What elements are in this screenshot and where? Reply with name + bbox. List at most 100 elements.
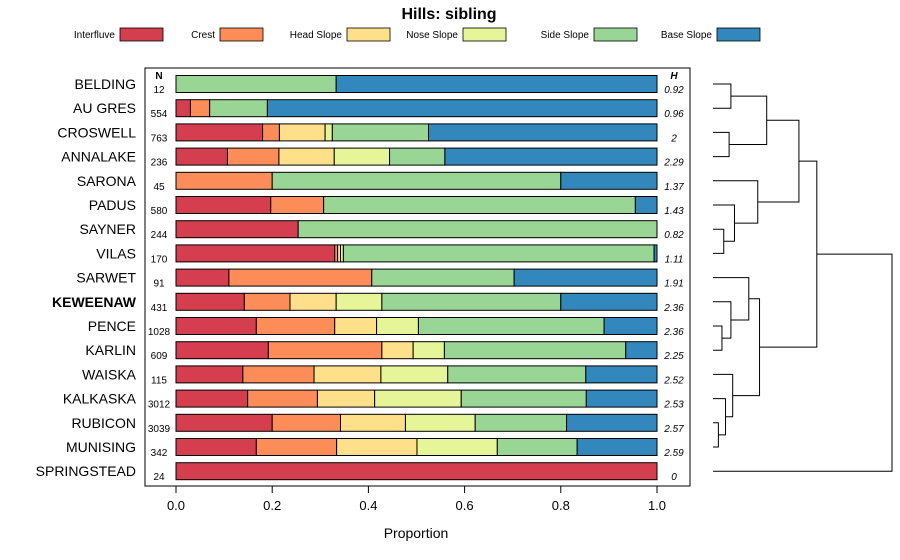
row-label-vilas: VILAS [96, 245, 136, 261]
x-tick-label: 0.8 [552, 498, 570, 513]
bar-kalkaska-base-slope [585, 389, 658, 408]
bar-sarwet-crest [228, 268, 373, 287]
dendrogram-link [759, 160, 818, 348]
bar-pence-head-slope [334, 317, 378, 335]
row-label-kalkaska: KALKASKA [63, 391, 137, 407]
row-label-au-gres: AU GRES [73, 100, 136, 116]
dendrogram-link [713, 180, 759, 224]
n-label-sarwet: 91 [153, 279, 165, 290]
n-label-croswell: 763 [151, 133, 168, 144]
h-label-pence: 2.36 [663, 327, 684, 338]
bar-waiska-crest [242, 365, 315, 384]
bar-rubicon-head-slope [340, 413, 406, 432]
dendrogram-link [713, 253, 893, 472]
bar-croswell-nose-slope [324, 123, 333, 142]
bar-karlin-nose-slope [412, 341, 445, 360]
bar-munising-nose-slope [416, 438, 498, 456]
bar-rubicon-side-slope [474, 413, 568, 432]
bar-kalkaska-side-slope [460, 389, 587, 408]
bar-keweenaw-side-slope [381, 292, 562, 311]
bar-kalkaska-interfluve [175, 389, 249, 408]
bar-rubicon-crest [271, 413, 342, 432]
legend-label-side-slope: Side Slope [541, 30, 590, 41]
dendrogram-link [713, 373, 734, 418]
bar-croswell-base-slope [428, 123, 658, 142]
bar-waiska-nose-slope [380, 365, 449, 384]
dendrogram-link [757, 119, 800, 203]
bar-pence-crest [255, 317, 336, 335]
n-label-sarona: 45 [153, 182, 165, 193]
row-label-pence: PENCE [88, 318, 136, 334]
x-tick-label: 0.2 [263, 498, 281, 513]
row-label-keweenaw: KEWEENAW [52, 294, 137, 310]
bar-annalake-nose-slope [333, 147, 391, 166]
bar-karlin-base-slope [625, 341, 658, 360]
bar-munising-crest [255, 438, 338, 456]
n-label-belding: 12 [153, 85, 165, 96]
legend-swatch-head-slope [346, 27, 391, 42]
bar-kalkaska-crest [247, 389, 318, 408]
h-label-keweenaw: 2.36 [663, 303, 684, 314]
bar-springstead-interfluve [175, 462, 658, 481]
h-label-waiska: 2.52 [663, 375, 684, 386]
x-axis: 0.0 0.2 0.4 0.6 0.8 1.0 [167, 486, 666, 513]
bar-croswell-interfluve [175, 123, 264, 142]
n-label-au-gres: 554 [151, 109, 168, 120]
h-label-sayner: 0.82 [664, 230, 684, 241]
bar-karlin-side-slope [443, 341, 627, 360]
n-labels: 12 554 763 236 45 580 244 170 91 431 1028 609 115 301… [148, 85, 171, 483]
n-column-header: N [155, 71, 162, 82]
h-label-padus: 1.43 [664, 206, 684, 217]
bar-annalake-interfluve [175, 147, 228, 166]
bar-sarona-base-slope [560, 171, 658, 190]
dendrogram-link [713, 422, 719, 448]
bar-pence-base-slope [603, 317, 658, 335]
h-label-annalake: 2.29 [663, 158, 684, 169]
h-label-sarona: 1.37 [664, 182, 684, 193]
bar-pence-interfluve [175, 317, 257, 335]
legend-label-crest: Crest [191, 30, 215, 41]
bar-padus-side-slope [323, 196, 636, 214]
bar-munising-side-slope [496, 438, 578, 456]
bar-keweenaw-interfluve [175, 292, 245, 311]
legend-swatch-crest [219, 27, 264, 42]
bar-kalkaska-head-slope [316, 389, 376, 408]
h-label-croswell: 2 [670, 133, 677, 144]
bar-croswell-crest [262, 123, 280, 142]
bar-annalake-side-slope [389, 147, 446, 166]
x-axis-title: Proportion [384, 525, 449, 541]
h-label-belding: 0.92 [664, 85, 684, 96]
bar-keweenaw-crest [243, 292, 291, 311]
bar-sarona-side-slope [271, 171, 562, 190]
dendrogram-link [713, 83, 732, 109]
chart-title: Hills: sibling [401, 6, 496, 23]
bar-au-gres-base-slope [266, 99, 658, 118]
row-label-belding: BELDING [75, 76, 136, 92]
bar-waiska-head-slope [313, 365, 382, 384]
bar-rubicon-base-slope [566, 413, 658, 432]
bar-sarwet-interfluve [175, 268, 230, 287]
bar-munising-head-slope [336, 438, 418, 456]
row-label-padus: PADUS [89, 197, 136, 213]
h-label-au-gres: 0.96 [664, 109, 684, 120]
bar-pence-nose-slope [376, 317, 419, 335]
h-label-sarwet: 1.91 [664, 279, 683, 290]
x-tick-label: 0.0 [167, 498, 185, 513]
bar-karlin-interfluve [175, 341, 269, 360]
bar-croswell-head-slope [278, 123, 326, 142]
bar-munising-interfluve [175, 438, 257, 456]
bar-keweenaw-base-slope [560, 292, 658, 311]
bar-padus-crest [270, 196, 325, 214]
n-label-waiska: 115 [151, 375, 167, 386]
dendrogram-link [713, 131, 730, 158]
dendrogram-link [729, 95, 768, 145]
legend-label-interfluve: Interfluve [74, 30, 116, 41]
bar-annalake-head-slope [278, 147, 335, 166]
row-labels: BELDING AU GRES CROSWELL ANNALAKE SARONA PADU… [36, 76, 137, 479]
bar-padus-base-slope [634, 196, 658, 214]
bar-sarwet-side-slope [371, 268, 515, 287]
n-label-karlin: 609 [151, 351, 168, 362]
legend-label-nose-slope: Nose Slope [406, 30, 458, 41]
bar-padus-interfluve [175, 196, 272, 214]
